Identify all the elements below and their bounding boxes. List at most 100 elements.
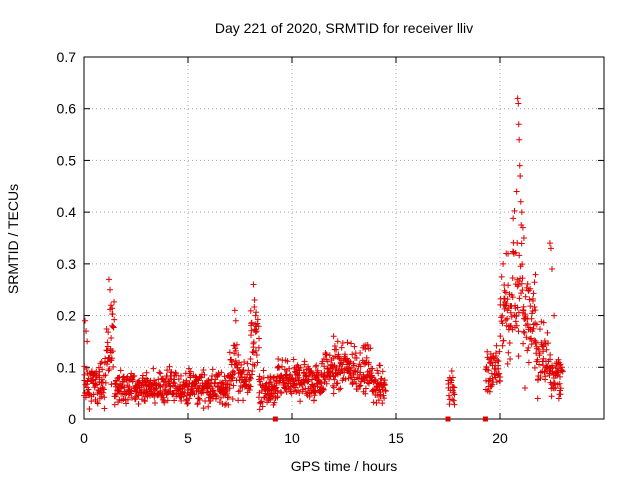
data-point xyxy=(186,395,193,402)
data-point xyxy=(226,385,233,392)
data-point xyxy=(497,333,504,340)
data-point xyxy=(337,385,344,392)
data-point xyxy=(552,384,559,391)
data-point xyxy=(81,377,88,384)
data-point xyxy=(515,100,522,107)
data-point xyxy=(518,209,525,216)
data-point xyxy=(294,370,301,377)
data-point xyxy=(198,374,205,381)
data-point xyxy=(451,384,458,391)
data-point xyxy=(326,376,333,383)
data-point xyxy=(135,378,142,385)
y-tick-label: 0.7 xyxy=(57,49,77,65)
data-point xyxy=(286,365,293,372)
data-point xyxy=(485,356,492,363)
data-point xyxy=(530,290,537,297)
data-point xyxy=(151,399,158,406)
data-point xyxy=(105,276,112,283)
data-point xyxy=(513,322,520,329)
data-point xyxy=(213,393,220,400)
data-point xyxy=(195,377,202,384)
data-point xyxy=(349,351,356,358)
data-point xyxy=(84,378,91,385)
data-point xyxy=(448,368,455,375)
data-point xyxy=(306,393,313,400)
data-point xyxy=(537,326,544,333)
data-point xyxy=(324,372,331,379)
data-point xyxy=(297,398,304,405)
data-point xyxy=(108,335,115,342)
data-point xyxy=(292,376,299,383)
data-point xyxy=(287,371,294,378)
data-point xyxy=(308,376,315,383)
data-point xyxy=(237,387,244,394)
data-point xyxy=(250,339,257,346)
data-point xyxy=(308,369,315,376)
data-point xyxy=(375,370,382,377)
data-point xyxy=(111,401,118,408)
data-point xyxy=(330,390,337,397)
data-point xyxy=(284,358,291,365)
data-point xyxy=(348,340,355,347)
data-point xyxy=(160,394,167,401)
data-point xyxy=(185,399,192,406)
data-point xyxy=(501,305,508,312)
data-point xyxy=(295,387,302,394)
data-point xyxy=(139,372,146,379)
data-point xyxy=(521,329,528,336)
data-point xyxy=(101,394,108,401)
data-point xyxy=(524,280,531,287)
data-point xyxy=(523,334,530,341)
data-point xyxy=(109,311,116,318)
data-point xyxy=(528,315,535,322)
data-point xyxy=(187,374,194,381)
y-tick-label: 0.5 xyxy=(57,152,77,168)
data-point xyxy=(354,368,361,375)
data-point xyxy=(515,281,522,288)
data-point xyxy=(171,380,178,387)
data-point xyxy=(489,381,496,388)
data-point xyxy=(518,240,525,247)
data-point xyxy=(253,328,260,335)
data-point xyxy=(247,375,254,382)
data-point xyxy=(187,368,194,375)
data-point xyxy=(290,356,297,363)
data-point xyxy=(557,391,564,398)
data-point xyxy=(522,293,529,300)
data-point xyxy=(170,379,177,386)
data-point xyxy=(508,322,515,329)
data-point xyxy=(246,387,253,394)
data-point xyxy=(157,370,164,377)
data-point xyxy=(103,361,110,368)
data-point xyxy=(330,333,337,340)
data-point xyxy=(253,351,260,358)
data-point xyxy=(247,374,254,381)
data-point xyxy=(152,386,159,393)
data-point xyxy=(109,305,116,312)
data-point xyxy=(519,224,526,231)
data-point xyxy=(233,341,240,348)
data-point xyxy=(503,250,510,257)
data-point xyxy=(450,397,457,404)
data-point xyxy=(504,296,511,303)
data-point xyxy=(339,361,346,368)
data-point xyxy=(362,390,369,397)
data-point xyxy=(256,406,263,413)
data-point xyxy=(254,359,261,366)
data-point xyxy=(258,398,265,405)
data-point xyxy=(84,338,91,345)
data-point xyxy=(485,367,492,374)
data-point xyxy=(507,355,514,362)
data-point xyxy=(83,366,90,373)
data-point xyxy=(548,393,555,400)
data-point xyxy=(267,396,274,403)
data-point xyxy=(150,382,157,389)
data-point xyxy=(502,317,509,324)
data-point xyxy=(508,313,515,320)
data-point xyxy=(323,380,330,387)
data-point xyxy=(276,364,283,371)
data-point xyxy=(514,95,521,102)
data-point xyxy=(549,266,555,273)
data-point xyxy=(381,382,388,389)
data-point xyxy=(513,313,520,320)
